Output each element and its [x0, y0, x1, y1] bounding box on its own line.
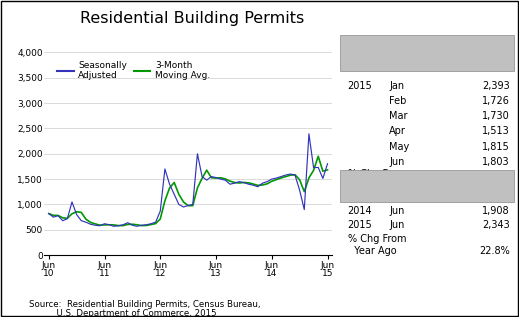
Text: Jun: Jun — [389, 220, 405, 230]
Text: 1,726: 1,726 — [482, 96, 510, 106]
Text: 1,815: 1,815 — [482, 142, 510, 152]
Text: % Chg From: % Chg From — [348, 234, 406, 244]
Text: 2014: 2014 — [348, 206, 372, 217]
Text: Feb: Feb — [389, 96, 406, 106]
Text: 1,908: 1,908 — [482, 206, 510, 217]
Text: Apr: Apr — [389, 126, 406, 137]
Text: 22.8%: 22.8% — [479, 246, 510, 256]
Text: Mar: Mar — [389, 111, 408, 121]
Text: 1,803: 1,803 — [482, 157, 510, 167]
Text: unadjusted: unadjusted — [399, 181, 455, 191]
Text: 1,513: 1,513 — [482, 126, 510, 137]
Text: 2,393: 2,393 — [482, 81, 510, 91]
Text: 2,343: 2,343 — [482, 220, 510, 230]
Text: Jun: Jun — [389, 157, 405, 167]
Text: -0.6: -0.6 — [491, 181, 510, 191]
Text: 1,730: 1,730 — [482, 111, 510, 121]
Text: U.S. Department of Commerce, 2015: U.S. Department of Commerce, 2015 — [29, 309, 216, 317]
Text: Year Ago: Year Ago — [348, 246, 397, 256]
Text: Month Ago: Month Ago — [348, 181, 403, 191]
Text: % Chg From: % Chg From — [348, 169, 406, 179]
Text: Residential Building Permits: Residential Building Permits — [80, 11, 304, 26]
Text: 2015: 2015 — [348, 81, 373, 91]
Legend: Seasonally
Adjusted, 3-Month
Moving Avg.: Seasonally Adjusted, 3-Month Moving Avg. — [57, 61, 210, 80]
Text: May: May — [389, 142, 409, 152]
Text: Source:  Residential Building Permits, Census Bureau,: Source: Residential Building Permits, Ce… — [29, 300, 260, 308]
Text: 2015: 2015 — [348, 220, 373, 230]
Text: Jan: Jan — [389, 81, 404, 91]
Text: Jun: Jun — [389, 206, 405, 217]
Text: seasonally adjusted: seasonally adjusted — [377, 48, 476, 58]
